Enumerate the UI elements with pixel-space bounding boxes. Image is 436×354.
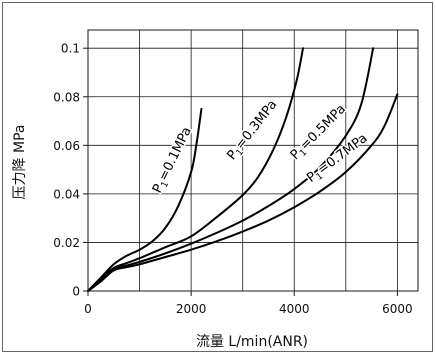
x-tick-label: 2000	[176, 302, 207, 316]
series-line-p1-0-7mpa	[87, 93, 399, 292]
y-tick-label: 0.02	[53, 236, 80, 250]
x-tick-label: 0	[84, 302, 92, 316]
y-axis-title: 压力降 MPa	[12, 125, 28, 200]
y-tick-label: 0.08	[53, 90, 80, 104]
x-axis-title: 流量 L/min(ANR)	[196, 334, 308, 350]
outer-frame	[2, 2, 433, 352]
axis-ticks: 0 0.02 0.04 0.06 0.08 0.1 0 2000 4000 6000	[53, 42, 412, 316]
y-tick-label: 0.06	[53, 139, 80, 153]
curve-label-p1-0-1mpa: P1=0.1MPa	[150, 125, 197, 197]
series-line-p1-0-3mpa	[87, 47, 305, 292]
y-tick-label: 0	[72, 285, 80, 299]
x-tick-label: 4000	[279, 302, 310, 316]
x-tick-label: 6000	[382, 302, 413, 316]
y-tick-label: 0.04	[53, 187, 80, 201]
series-line-p1-0-1mpa	[87, 107, 203, 292]
plot-area	[87, 29, 419, 292]
y-tick-label: 0.1	[61, 42, 80, 56]
curve-label-p1-0-3mpa: P1=0.3MPa	[224, 97, 281, 164]
series-line-p1-0-5mpa	[87, 47, 375, 292]
curves	[87, 47, 399, 292]
